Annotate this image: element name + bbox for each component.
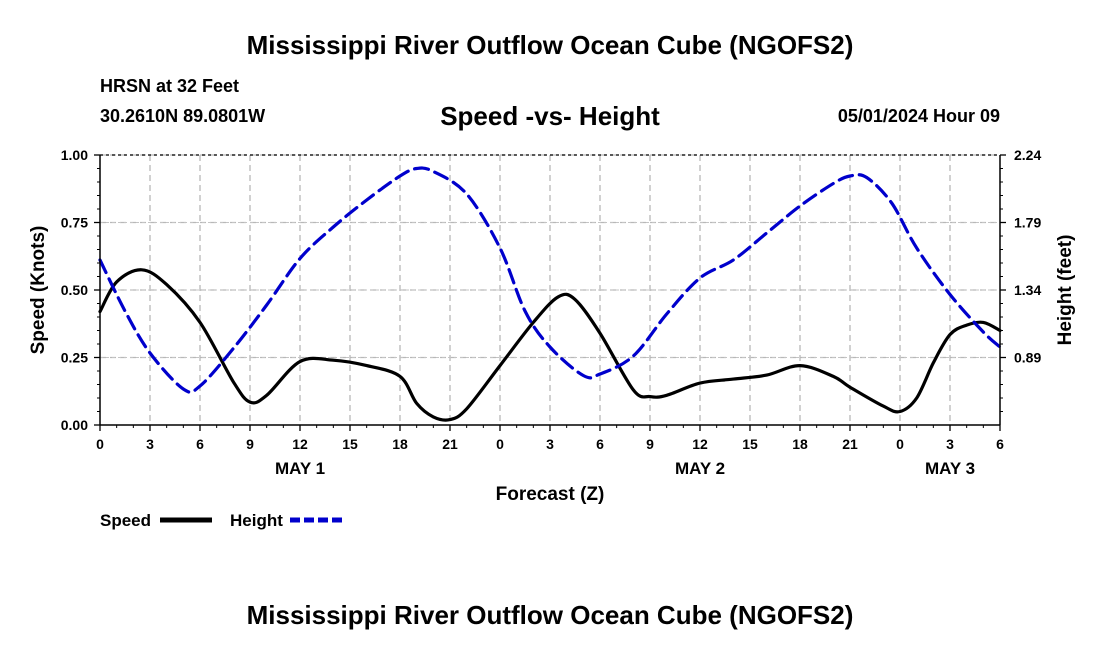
station-label: HRSN at 32 Feet bbox=[100, 76, 240, 96]
y2-tick-label: 0.89 bbox=[1014, 350, 1041, 366]
y2-tick-label: 1.79 bbox=[1014, 215, 1041, 231]
x-tick-label: 18 bbox=[392, 436, 408, 452]
y-tick-label: 0.75 bbox=[61, 215, 88, 231]
x-tick-label: 21 bbox=[442, 436, 458, 452]
legend-label-speed: Speed bbox=[100, 511, 151, 530]
series-lines bbox=[98, 166, 1002, 422]
y2-tick-label: 2.24 bbox=[1014, 147, 1041, 163]
series-line-height bbox=[98, 166, 1002, 394]
y-tick-label: 0.00 bbox=[61, 417, 88, 433]
y-tick-label: 0.50 bbox=[61, 282, 88, 298]
y-tick-label: 0.25 bbox=[61, 350, 88, 366]
x-tick-label: 6 bbox=[196, 436, 204, 452]
x-tick-label: 6 bbox=[996, 436, 1004, 452]
series-line-speed bbox=[98, 268, 1002, 422]
date-label: MAY 2 bbox=[675, 459, 725, 478]
legend-label-height: Height bbox=[230, 511, 283, 530]
x-tick-label: 3 bbox=[546, 436, 554, 452]
x-tick-label: 9 bbox=[646, 436, 654, 452]
y-axis-title: Speed (Knots) bbox=[28, 226, 49, 355]
x-tick-label: 0 bbox=[496, 436, 504, 452]
x-tick-label: 3 bbox=[146, 436, 154, 452]
x-tick-label: 0 bbox=[96, 436, 104, 452]
axis-labels: Forecast (Z) Speed (Knots) Height (feet) bbox=[28, 226, 1076, 505]
chart-subtitle: Speed -vs- Height bbox=[440, 101, 660, 131]
x-tick-label: 12 bbox=[292, 436, 308, 452]
x-axis-title: Forecast (Z) bbox=[496, 484, 605, 505]
x-tick-label: 15 bbox=[342, 436, 358, 452]
y2-axis-title: Height (feet) bbox=[1055, 235, 1076, 346]
x-tick-label: 21 bbox=[842, 436, 858, 452]
grid-lines bbox=[100, 154, 1000, 425]
x-tick-label: 3 bbox=[946, 436, 954, 452]
date-label: MAY 1 bbox=[275, 459, 325, 478]
y2-tick-label: 1.34 bbox=[1014, 282, 1041, 298]
x-tick-label: 18 bbox=[792, 436, 808, 452]
x-tick-label: 15 bbox=[742, 436, 758, 452]
chart-title: Mississippi River Outflow Ocean Cube (NG… bbox=[246, 30, 854, 60]
x-tick-label: 0 bbox=[896, 436, 904, 452]
date-label: MAY 3 bbox=[925, 459, 975, 478]
x-tick-label: 12 bbox=[692, 436, 708, 452]
x-tick-label: 6 bbox=[596, 436, 604, 452]
y-tick-label: 1.00 bbox=[61, 147, 88, 163]
legend: Speed Height bbox=[100, 511, 342, 530]
axes: 0 3 6 9 12 15 18 21 0 3 6 9 12 15 18 21 0 3 6 MAY 1 MAY 2 MAY… bbox=[61, 147, 1042, 478]
footer-title: Mississippi River Outflow Ocean Cube (NG… bbox=[246, 600, 854, 630]
forecast-datetime: 05/01/2024 Hour 09 bbox=[837, 106, 1000, 126]
station-coordinates: 30.2610N 89.0801W bbox=[100, 106, 266, 126]
x-tick-label: 9 bbox=[246, 436, 254, 452]
